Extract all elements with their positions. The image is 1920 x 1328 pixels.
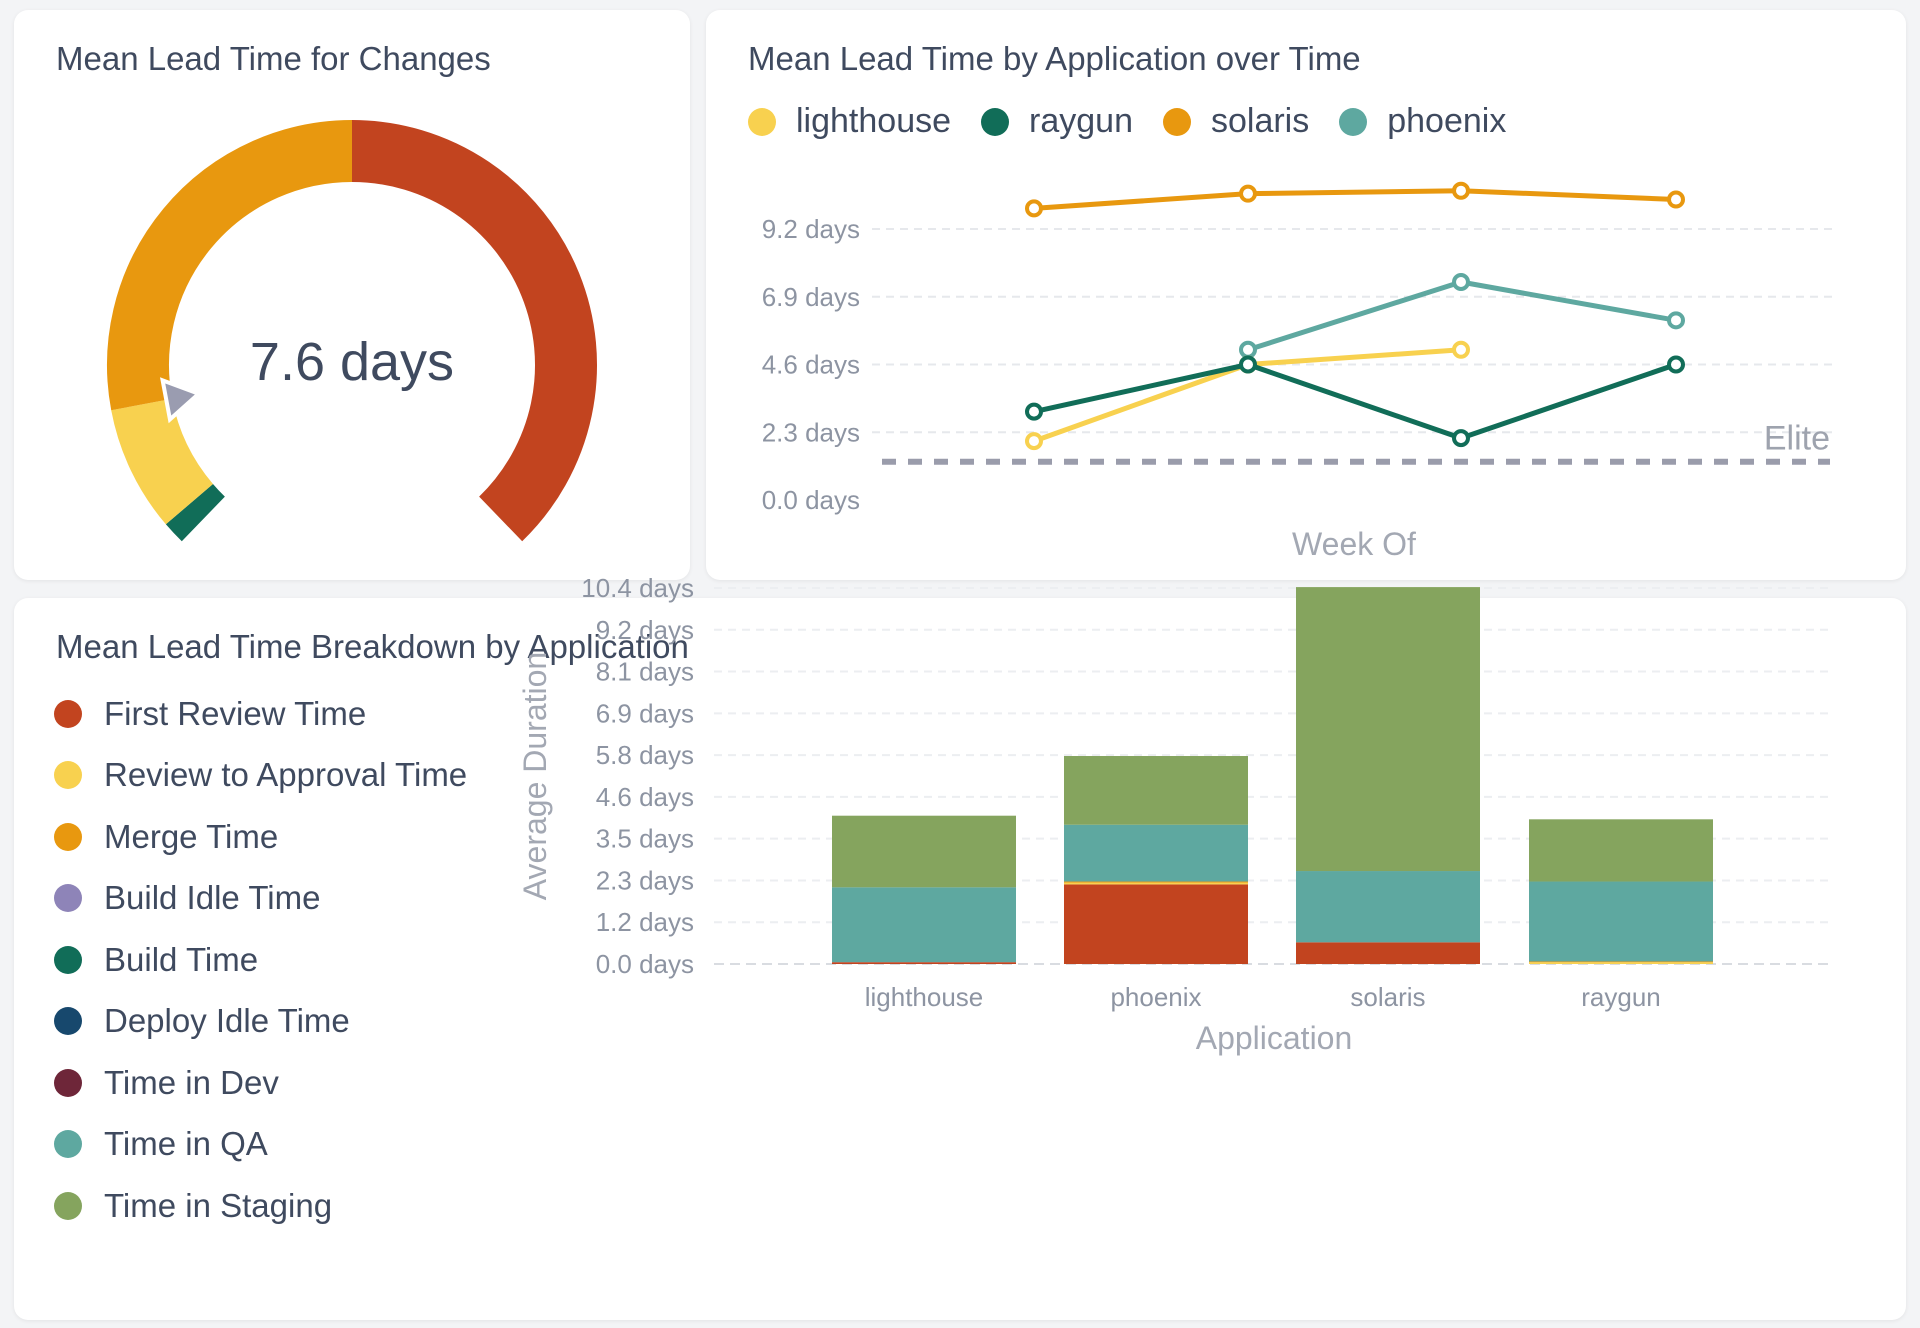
y-tick-label: 2.3 days [762, 417, 860, 447]
data-point-solaris [1669, 193, 1683, 207]
bar-segment-phoenix-time-in-staging [1064, 756, 1248, 825]
bar-segment-lighthouse-time-in-staging [832, 816, 1016, 888]
bar-segment-raygun-review-to-approval-time [1529, 962, 1713, 964]
y-tick-label: 0.0 days [762, 485, 860, 515]
data-point-phoenix [1454, 275, 1468, 289]
data-point-raygun [1241, 358, 1255, 372]
data-point-raygun [1454, 431, 1468, 445]
x-tick-label: solaris [1350, 982, 1425, 1012]
y-tick-label: 2.3 days [596, 865, 694, 895]
data-point-phoenix [1241, 343, 1255, 357]
bar-segment-raygun-merge-time [1529, 961, 1713, 962]
x-axis-title: Week Of [1292, 526, 1416, 562]
y-tick-label: 8.1 days [596, 657, 694, 687]
x-tick-label: lighthouse [865, 982, 984, 1012]
bar-segment-phoenix-first-review-time [1064, 884, 1248, 964]
bar-segment-lighthouse-time-in-qa [832, 887, 1016, 962]
line-chart-card: Mean Lead Time by Application over Time … [706, 10, 1906, 580]
line-chart: 0.0 days 2.3 days 4.6 days 6.9 days 9.2 days… [706, 10, 1906, 580]
data-point-solaris [1454, 184, 1468, 198]
data-point-solaris [1241, 187, 1255, 201]
y-tick-label: 1.2 days [596, 907, 694, 937]
y-tick-label: 5.8 days [596, 740, 694, 770]
series-line-raygun [1034, 365, 1676, 439]
gauge-value-label: 7.6 days [250, 332, 454, 392]
bar-segment-solaris-time-in-qa [1296, 871, 1480, 942]
x-tick-label: phoenix [1110, 982, 1201, 1012]
bar-segment-raygun-time-in-staging [1529, 819, 1713, 881]
y-axis-title: Average Duration [517, 652, 553, 900]
gauge-card: Mean Lead Time for Changes 7.6 days [14, 10, 690, 580]
data-point-phoenix [1669, 313, 1683, 327]
bar-segment-phoenix-merge-time [1064, 882, 1248, 883]
x-axis-title: Application [1196, 1020, 1353, 1056]
y-tick-label: 6.9 days [762, 282, 860, 312]
data-point-raygun [1027, 405, 1041, 419]
y-tick-label: 10.4 days [581, 573, 694, 603]
y-tick-label: 6.9 days [596, 698, 694, 728]
bar-segment-solaris-time-in-staging [1296, 587, 1480, 871]
x-tick-label: raygun [1581, 982, 1661, 1012]
bar-chart: 0.0 days 1.2 days 2.3 days 3.5 days 4.6 days… [14, 598, 1906, 1320]
gauge-segment-yellow [142, 405, 190, 505]
data-point-solaris [1027, 201, 1041, 215]
y-tick-label: 4.6 days [762, 350, 860, 380]
y-tick-label: 9.2 days [762, 214, 860, 244]
bar-segment-phoenix-review-to-approval-time [1064, 883, 1248, 885]
y-tick-label: 9.2 days [596, 615, 694, 645]
y-tick-label: 3.5 days [596, 824, 694, 854]
gauge-chart: 7.6 days [14, 10, 690, 580]
bar-segment-solaris-first-review-time [1296, 942, 1480, 964]
series-line-phoenix [1248, 282, 1676, 350]
gauge-segment-green [189, 504, 203, 519]
y-tick-label: 4.6 days [596, 782, 694, 812]
data-point-lighthouse [1454, 343, 1468, 357]
series-line-solaris [1034, 191, 1676, 209]
bar-segment-lighthouse-first-review-time [832, 962, 1016, 964]
gauge-needle [163, 380, 199, 419]
bar-segment-raygun-time-in-qa [1529, 882, 1713, 962]
data-point-lighthouse [1027, 434, 1041, 448]
bar-chart-card: Mean Lead Time Breakdown by Application … [14, 598, 1906, 1320]
bar-segment-phoenix-time-in-qa [1064, 825, 1248, 882]
data-point-raygun [1669, 358, 1683, 372]
y-tick-label: 0.0 days [596, 949, 694, 979]
elite-label: Elite [1764, 420, 1830, 458]
